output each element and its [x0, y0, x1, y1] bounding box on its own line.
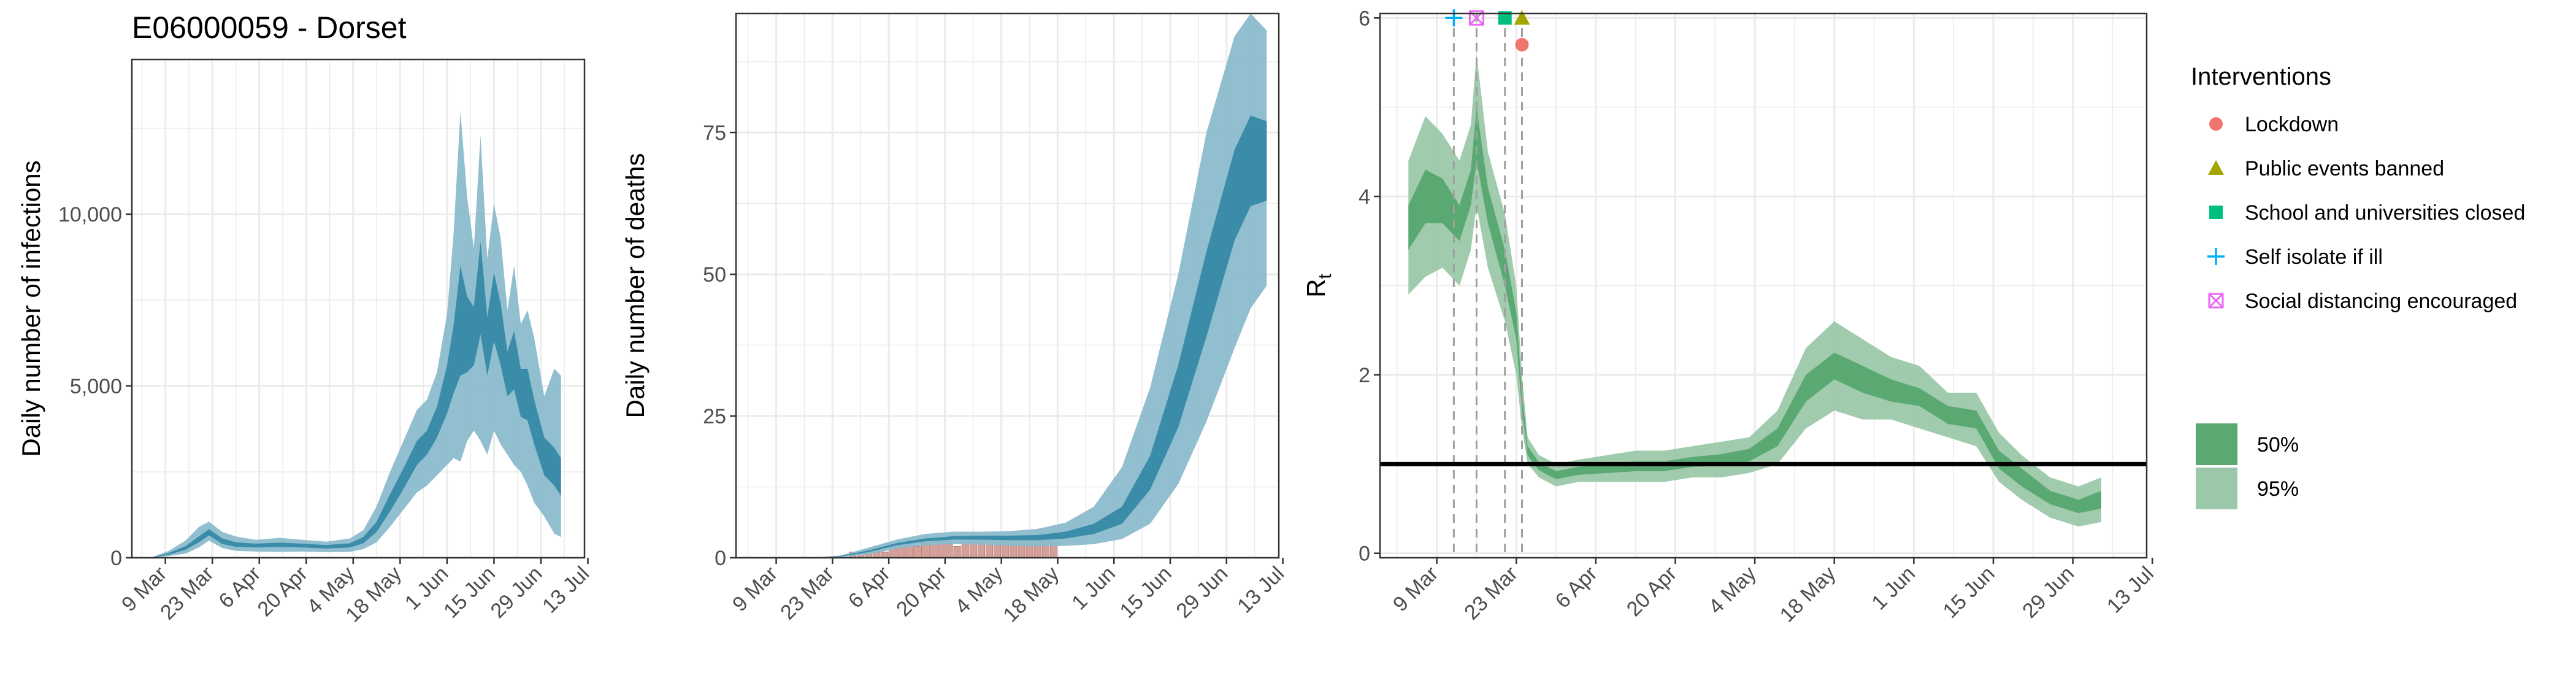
legend-band-swatch [2196, 468, 2237, 509]
x-tick-label: 29 Jun [486, 562, 547, 623]
y-tick-label: 75 [703, 121, 726, 145]
rt-panel: 0 2 4 6 9 Mar 23 Mar 6 Apr 20 Apr 4 May 18 May 1 J… [1301, 7, 2158, 626]
y-axis-title: Rt [1301, 274, 1335, 298]
deaths-band-95pct [812, 13, 1267, 558]
x-tick-label: 23 Mar [1460, 562, 1522, 625]
y-tick-label: 50 [703, 263, 726, 287]
intervention-marker-box [1468, 10, 1484, 26]
legend-band-label: 95% [2257, 477, 2299, 501]
infections-band-50pct [151, 241, 561, 558]
x-tick-label: 20 Apr [1622, 562, 1681, 621]
x-tick-label: 6 Apr [844, 562, 895, 613]
observed-deaths-bar [913, 546, 921, 558]
x-tick-label: 15 Jun [1939, 562, 1999, 623]
y-tick-label: 5,000 [70, 375, 122, 398]
x-tick-label: 29 Jun [2018, 562, 2079, 623]
y-tick-label: 2 [1359, 364, 1370, 387]
panel-border [131, 58, 586, 559]
x-tick-label: 15 Jun [439, 562, 500, 623]
x-tick-label: 20 Apr [253, 562, 312, 621]
legend: Interventions Lockdown Public events bann… [2191, 63, 2525, 509]
rt-band-50pct [1408, 107, 2101, 514]
legend-bands: 50% 95% [2196, 423, 2299, 509]
legend-item-label: School and universities closed [2245, 201, 2525, 225]
x-tick-label: 15 Jun [1116, 562, 1176, 623]
page-title: E06000059 - Dorset [132, 10, 407, 45]
panel-border [1379, 12, 2148, 559]
legend-title: Interventions [2191, 63, 2331, 90]
y-tick-label: 0 [1359, 542, 1370, 566]
y-axis-title: Daily number of deaths [621, 153, 650, 418]
x-tick-label: 4 May [1704, 562, 1760, 619]
y-tick-label: 25 [703, 405, 726, 428]
y-tick-label: 10,000 [58, 203, 122, 226]
legend-item-label: Social distancing encouraged [2245, 290, 2517, 313]
legend-band-swatch [2196, 423, 2237, 465]
legend-item-label: Self isolate if ill [2245, 245, 2383, 269]
intervention-marker-triangle [1514, 10, 1530, 25]
legend-key-cross-b [2208, 293, 2224, 309]
x-tick-label: 9 Mar [728, 562, 782, 616]
y-tick-label: 0 [715, 547, 726, 570]
legend-item-label: Lockdown [2245, 113, 2339, 136]
y-tick-label: 6 [1359, 7, 1370, 30]
x-tick-label: 1 Jun [1867, 562, 1920, 615]
x-tick-label: 13 Jul [2103, 562, 2158, 618]
x-tick-label: 6 Apr [1551, 562, 1602, 613]
observed-deaths-bar [953, 546, 961, 558]
x-tick-label: 23 Mar [156, 562, 218, 625]
legend-item-label: Public events banned [2245, 157, 2444, 180]
x-tick-label: 1 Jun [1067, 562, 1120, 615]
x-tick-label: 23 Mar [776, 562, 838, 625]
x-tick-label: 29 Jun [1171, 562, 1232, 623]
intervention-marker-circle [1515, 37, 1529, 52]
legend-interventions: Lockdown Public events banned School and u… [2207, 113, 2525, 313]
y-axis-title-subscript: t [1315, 274, 1335, 279]
x-tick-label: 20 Apr [892, 562, 951, 621]
legend-key-box [2208, 293, 2224, 309]
legend-key-triangle [2208, 160, 2224, 175]
observed-deaths-bar [881, 552, 889, 558]
y-axis-title: Daily number of infections [17, 160, 45, 457]
x-tick-label: 13 Jul [538, 562, 594, 618]
intervention-marker-square [1498, 11, 1512, 25]
deaths-band-50pct [812, 115, 1267, 558]
x-tick-label: 13 Jul [1233, 562, 1289, 618]
infections-band-95pct [151, 111, 561, 558]
legend-key-square [2209, 206, 2223, 219]
legend-key-circle [2209, 117, 2223, 131]
x-tick-label: 9 Mar [1389, 562, 1443, 616]
y-tick-label: 4 [1359, 185, 1370, 209]
x-tick-label: 18 May [1776, 562, 1841, 627]
legend-band-label: 50% [2257, 433, 2299, 457]
x-tick-label: 18 May [999, 562, 1064, 627]
panel-border [735, 12, 1280, 559]
y-tick-label: 0 [110, 547, 122, 570]
